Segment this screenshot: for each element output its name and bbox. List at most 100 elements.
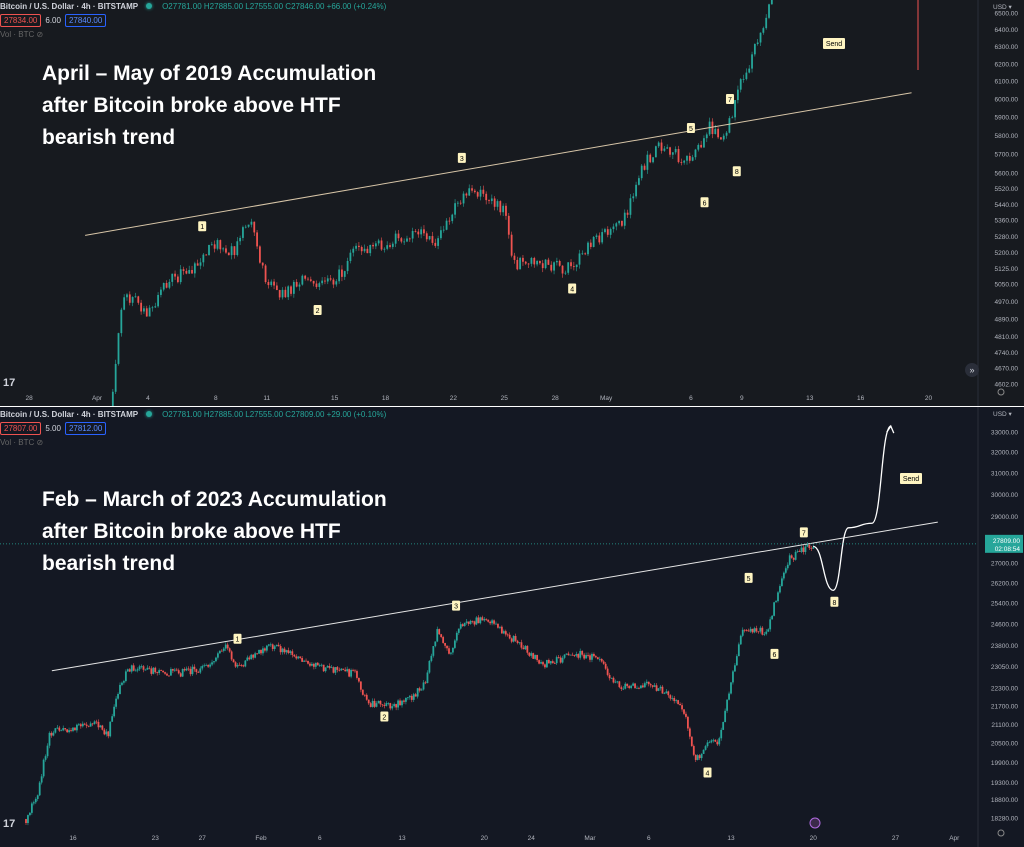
wave-label-box[interactable] [700,197,709,208]
lightning-event-icon[interactable] [809,817,821,829]
candle-body [649,684,652,686]
candle-body [154,306,157,308]
eye-hidden-icon[interactable]: ⊘ [36,438,44,447]
wave-label-box[interactable] [452,600,461,611]
candle-body [193,263,196,274]
candle-body [218,650,221,654]
candle-body [307,278,309,280]
time-tick-label: Apr [949,835,960,842]
wave-label-box[interactable] [744,572,753,583]
candle-body [712,739,715,741]
candle-body [696,755,699,760]
price-tick-label: 4970.00 [995,299,1019,306]
send-label-box[interactable] [900,473,922,484]
candle-body [352,248,355,253]
wave-label-box[interactable] [233,633,242,644]
candle-body [46,745,49,757]
candle-body [522,647,525,650]
settings-gear-icon[interactable] [997,829,1005,837]
top-chart-panel[interactable]: USD ▾6500.006400.006300.006200.006100.00… [0,0,1024,505]
candle-body [145,308,148,317]
candle-body [213,661,215,663]
candle-body [782,572,785,579]
candle-body [83,723,86,725]
currency-selector[interactable]: USD ▾ [993,4,1013,11]
sell-button[interactable]: 27834.00 [0,14,42,27]
wave-label: 5 [689,126,693,133]
candles [106,0,773,505]
candle-body [91,723,94,725]
candle-body [406,238,408,242]
wave-label-box[interactable] [799,527,808,538]
candle-body [417,231,420,235]
candle-body [777,592,779,602]
price-tick-label: 24600.00 [991,621,1018,628]
price-tick-label: 29000.00 [991,514,1018,521]
candle-body [796,551,799,552]
candle-body [148,667,151,669]
settings-gear-icon[interactable] [997,388,1005,396]
buy-button[interactable]: 27840.00 [64,14,107,27]
candle-body [359,681,362,690]
wave-label-box[interactable] [313,305,322,316]
wave-label-box[interactable] [830,596,839,607]
candle-body [270,281,273,286]
volume-indicator-label[interactable]: Vol · BTC [0,438,35,447]
wave-label-box[interactable] [732,166,741,177]
candle-body [385,703,388,706]
volume-indicator-label[interactable]: Vol · BTC [0,30,35,39]
bottom-chart-panel[interactable]: USD ▾ 33000.00 32000.00 31000.00 30000.00 290… [0,407,1024,847]
candle-body [593,653,595,657]
wave-label-box[interactable] [686,123,695,134]
candle-body [632,196,635,199]
wave-label-box[interactable] [198,221,207,232]
candle-body [510,234,513,256]
candle-body [365,694,368,700]
candle-body [804,546,807,553]
currency-selector[interactable]: USD ▾ [993,411,1013,418]
candle-body [87,725,90,727]
sell-button[interactable]: 27807.00 [0,422,42,435]
wave-label-box[interactable] [770,648,779,659]
send-label-box[interactable] [823,38,845,49]
candle-body [747,630,750,632]
buy-button[interactable]: 27812.00 [64,422,107,435]
time-tick-label: 22 [450,395,458,402]
symbol-title[interactable]: Bitcoin / U.S. Dollar · 4h · BITSTAMP [0,410,139,419]
candle-body [199,262,202,266]
wave-label-box[interactable] [703,767,712,778]
candle-body [575,264,578,268]
trendline[interactable] [85,92,912,236]
wave-label-box[interactable] [457,152,466,163]
candle-body [207,664,210,667]
candle-body [358,245,360,247]
trendline[interactable] [51,521,938,672]
candle-body [704,746,707,750]
candle-body [352,669,354,671]
time-tick-label: Apr [92,395,103,402]
wave-label-box[interactable] [380,711,389,722]
wave-label-box[interactable] [725,93,734,104]
eye-hidden-icon[interactable]: ⊘ [36,30,44,39]
candle-body [367,699,370,704]
candle-body [393,704,396,707]
candle-body [79,724,82,727]
scroll-to-realtime-button[interactable] [965,363,979,377]
time-tick-label: Feb [255,835,267,842]
projection-path[interactable] [812,425,892,591]
price-tick-label: 5125.00 [995,266,1019,273]
candle-body [150,668,153,674]
price-tick-label: 5050.00 [995,282,1019,289]
candle-body [575,654,578,656]
price-tick-label: 27000.00 [991,561,1018,568]
candle-body [62,728,65,731]
price-tick-label: 33000.00 [991,430,1018,437]
time-tick-label: 20 [810,835,818,842]
candle-body [516,640,519,643]
candle-body [305,660,307,662]
candle-body [298,284,301,287]
symbol-title[interactable]: Bitcoin / U.S. Dollar · 4h · BITSTAMP [0,2,139,11]
candle-body [304,275,307,279]
wave-label-box[interactable] [568,283,577,294]
